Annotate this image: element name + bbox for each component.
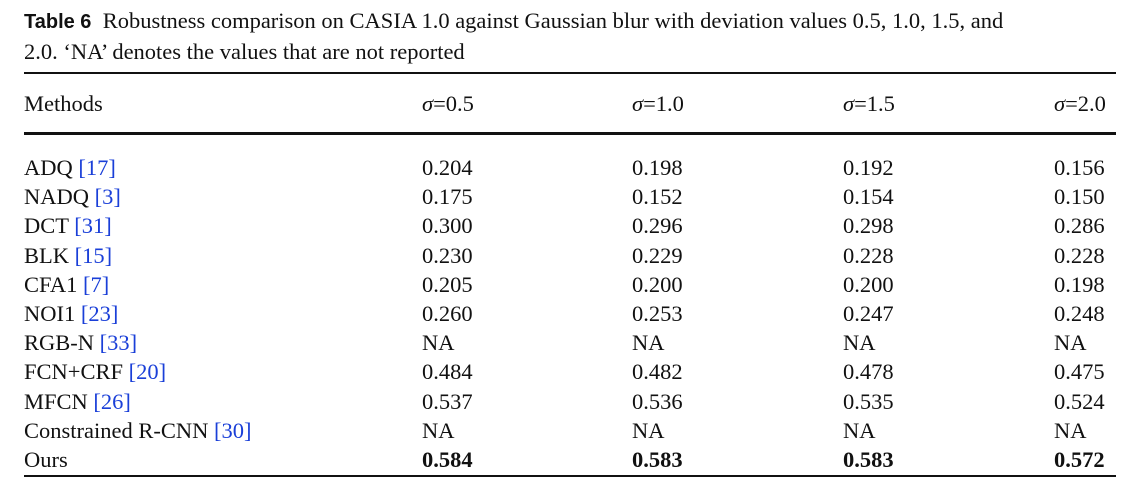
- method-name: NADQ [3]: [24, 182, 121, 211]
- value-cell: NA: [422, 418, 455, 443]
- method-name: FCN+CRF [20]: [24, 357, 166, 386]
- value-cell: 0.296: [632, 213, 683, 238]
- value-cell: 0.192: [843, 155, 894, 180]
- header-col-value: =0.5: [433, 91, 474, 116]
- value-cell: 0.247: [843, 301, 894, 326]
- reference-link[interactable]: [30]: [214, 418, 252, 443]
- method-label: DCT: [24, 213, 75, 238]
- value-cell: 0.298: [843, 213, 894, 238]
- value-cell: 0.475: [1054, 359, 1105, 384]
- value-cell: NA: [1054, 418, 1087, 443]
- value-cell: 0.260: [422, 301, 473, 326]
- value-cell: 0.478: [843, 359, 894, 384]
- method-label: CFA1: [24, 272, 83, 297]
- method-name: CFA1 [7]: [24, 270, 109, 299]
- value-cell: 0.152: [632, 184, 683, 209]
- method-name: MFCN [26]: [24, 387, 131, 416]
- value-cell: 0.537: [422, 389, 473, 414]
- value-cell: 0.286: [1054, 213, 1105, 238]
- value-cell: 0.154: [843, 184, 894, 209]
- method-name: Ours: [24, 445, 68, 474]
- reference-link[interactable]: [33]: [99, 330, 138, 355]
- reference-link[interactable]: [17]: [78, 155, 116, 180]
- value-cell: 0.535: [843, 389, 894, 414]
- value-cell: 0.198: [1054, 272, 1105, 297]
- sigma-symbol: σ: [422, 91, 434, 116]
- top-rule: [24, 72, 1116, 74]
- reference-link[interactable]: [3]: [94, 184, 121, 209]
- reference-link[interactable]: [31]: [74, 213, 112, 238]
- value-cell: NA: [1054, 330, 1087, 355]
- header-col-2: σ=1.5: [843, 89, 895, 118]
- method-name: Constrained R-CNN [30]: [24, 416, 252, 445]
- value-cell: 0.156: [1054, 155, 1105, 180]
- method-label: NADQ: [24, 184, 95, 209]
- method-label: FCN+CRF: [24, 359, 129, 384]
- method-name: ADQ [17]: [24, 153, 116, 182]
- value-cell: 0.572: [1054, 447, 1105, 472]
- value-cell: 0.584: [422, 447, 473, 472]
- method-name: DCT [31]: [24, 211, 112, 240]
- method-label: RGB-N: [24, 330, 100, 355]
- caption-text-1: Robustness comparison on CASIA 1.0 again…: [102, 8, 1004, 33]
- header-col-1: σ=1.0: [632, 89, 684, 118]
- value-cell: NA: [632, 330, 665, 355]
- method-label: ADQ: [24, 155, 79, 180]
- value-cell: 0.524: [1054, 389, 1105, 414]
- header-rule: [24, 132, 1116, 135]
- value-cell: 0.300: [422, 213, 473, 238]
- table-label: Table 6: [24, 11, 92, 33]
- caption-line-1: Table 6 Robustness comparison on CASIA 1…: [24, 6, 1124, 37]
- value-cell: 0.228: [1054, 243, 1105, 268]
- value-cell: 0.204: [422, 155, 473, 180]
- value-cell: 0.248: [1054, 301, 1105, 326]
- value-cell: 0.228: [843, 243, 894, 268]
- sigma-symbol: σ: [1054, 91, 1066, 116]
- method-label: NOI1: [24, 301, 81, 326]
- method-name: RGB-N [33]: [24, 328, 137, 357]
- caption-line-2: 2.0. ‘NA’ denotes the values that are no…: [24, 39, 465, 64]
- value-cell: NA: [632, 418, 665, 443]
- header-col-value: =2.0: [1065, 91, 1106, 116]
- value-cell: 0.253: [632, 301, 683, 326]
- value-cell: 0.175: [422, 184, 473, 209]
- value-cell: 0.200: [632, 272, 683, 297]
- value-cell: 0.230: [422, 243, 473, 268]
- reference-link[interactable]: [26]: [93, 389, 131, 414]
- sigma-symbol: σ: [843, 91, 855, 116]
- header-col-value: =1.5: [854, 91, 895, 116]
- value-cell: 0.150: [1054, 184, 1105, 209]
- value-cell: 0.583: [632, 447, 683, 472]
- value-cell: 0.200: [843, 272, 894, 297]
- method-name: NOI1 [23]: [24, 299, 118, 328]
- value-cell: NA: [422, 330, 455, 355]
- value-cell: 0.229: [632, 243, 683, 268]
- reference-link[interactable]: [7]: [82, 272, 110, 297]
- value-cell: 0.482: [632, 359, 683, 384]
- reference-link[interactable]: [20]: [128, 359, 167, 384]
- header-methods: Methods: [24, 91, 103, 116]
- value-cell: NA: [843, 330, 876, 355]
- value-cell: 0.484: [422, 359, 473, 384]
- header-col-3: σ=2.0: [1054, 89, 1106, 118]
- value-cell: 0.205: [422, 272, 473, 297]
- reference-link[interactable]: [15]: [74, 243, 113, 268]
- value-cell: 0.583: [843, 447, 894, 472]
- method-label: BLK: [24, 243, 75, 268]
- reference-link[interactable]: [23]: [80, 301, 119, 326]
- sigma-symbol: σ: [632, 91, 644, 116]
- value-cell: NA: [843, 418, 876, 443]
- header-col-0: σ=0.5: [422, 89, 474, 118]
- value-cell: 0.198: [632, 155, 683, 180]
- method-label: Ours: [24, 447, 68, 472]
- method-label: Constrained R-CNN: [24, 418, 214, 443]
- method-label: MFCN: [24, 389, 94, 414]
- value-cell: 0.536: [632, 389, 683, 414]
- header-col-value: =1.0: [643, 91, 684, 116]
- table-caption: Table 6 Robustness comparison on CASIA 1…: [24, 6, 1124, 66]
- method-name: BLK [15]: [24, 241, 112, 270]
- bottom-rule: [24, 475, 1116, 477]
